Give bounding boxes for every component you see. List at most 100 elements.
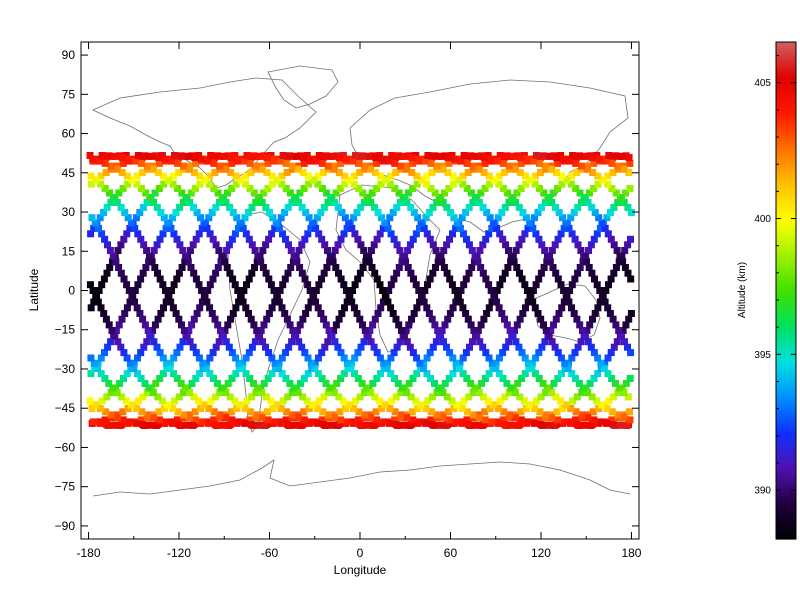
track-point xyxy=(368,264,376,271)
track-point xyxy=(369,321,377,329)
colorbar-band xyxy=(776,271,796,275)
track-point xyxy=(326,384,334,392)
track-point xyxy=(478,422,486,429)
track-point xyxy=(575,379,583,387)
track-point xyxy=(258,165,265,173)
track-point xyxy=(359,189,367,197)
track-point xyxy=(133,172,141,180)
track-point xyxy=(162,418,170,426)
track-point xyxy=(547,389,555,396)
track-point xyxy=(282,185,290,192)
track-point xyxy=(388,397,396,405)
track-point xyxy=(468,247,476,254)
colorbar-band xyxy=(776,394,796,397)
track-point xyxy=(554,349,562,357)
colorbar-band xyxy=(776,166,796,169)
track-point xyxy=(486,405,494,412)
track-point xyxy=(327,194,335,202)
track-point xyxy=(304,172,312,180)
track-point xyxy=(94,298,102,306)
coastline-greenland xyxy=(267,65,339,109)
colorbar-band xyxy=(776,478,796,482)
track-point xyxy=(106,247,114,254)
track-point xyxy=(449,172,457,180)
track-point xyxy=(124,405,132,412)
track-point xyxy=(532,354,540,362)
track-point xyxy=(180,162,187,170)
track-point xyxy=(268,230,276,238)
track-point xyxy=(568,281,576,289)
track-point xyxy=(277,214,285,222)
track-point xyxy=(379,298,387,306)
track-point xyxy=(265,275,273,283)
track-point xyxy=(270,155,278,163)
colorbar-band xyxy=(776,73,796,76)
track-point xyxy=(264,159,272,167)
colorbar-band xyxy=(776,62,796,66)
track-point xyxy=(595,405,603,412)
track-point xyxy=(187,264,195,271)
track-point xyxy=(156,349,164,357)
track-point xyxy=(335,393,343,401)
track-point xyxy=(464,315,472,323)
track-point xyxy=(303,397,311,405)
track-point xyxy=(440,264,448,271)
track-point xyxy=(371,315,379,323)
track-point xyxy=(338,310,346,317)
track-point xyxy=(354,235,362,243)
track-point xyxy=(298,269,306,277)
colorbar-band xyxy=(776,286,796,290)
track-point xyxy=(459,354,467,362)
track-point xyxy=(309,292,317,300)
track-point xyxy=(431,379,438,387)
track-point xyxy=(314,304,322,312)
track-point xyxy=(227,408,235,416)
colorbar-band xyxy=(776,124,796,128)
track-point xyxy=(299,154,307,162)
colorbar-band xyxy=(776,244,796,248)
track-point xyxy=(124,214,132,222)
track-point xyxy=(250,321,258,329)
track-point xyxy=(568,304,575,312)
track-point xyxy=(177,152,185,160)
track-point xyxy=(435,384,443,392)
track-point xyxy=(462,349,470,357)
track-point xyxy=(563,176,571,184)
track-point xyxy=(596,224,604,232)
track-point xyxy=(266,209,273,216)
colorbar-band xyxy=(776,213,796,217)
track-point xyxy=(420,298,428,306)
track-point xyxy=(534,310,542,317)
track-point xyxy=(120,349,128,357)
track-point xyxy=(590,159,598,167)
track-point xyxy=(107,389,115,396)
track-point xyxy=(571,275,579,283)
track-point xyxy=(504,189,512,197)
track-point xyxy=(164,292,172,300)
track-point xyxy=(103,269,111,277)
track-point xyxy=(258,199,266,206)
colorbar-band xyxy=(776,305,796,308)
colorbar-band xyxy=(776,514,796,517)
colorbar-band xyxy=(776,180,796,184)
track-point xyxy=(323,189,331,197)
track-point xyxy=(431,152,439,160)
track-point xyxy=(590,416,598,424)
track-point xyxy=(322,379,330,387)
track-point xyxy=(89,287,97,294)
colorbar-band xyxy=(776,44,796,47)
track-point xyxy=(271,298,279,306)
track-point xyxy=(96,405,104,412)
track-point xyxy=(98,281,106,289)
track-point xyxy=(488,224,496,232)
track-point xyxy=(589,315,596,323)
track-point xyxy=(480,315,488,323)
track-point xyxy=(98,230,106,238)
track-point xyxy=(109,421,117,429)
track-point xyxy=(386,180,394,188)
track-point xyxy=(511,414,519,422)
track-point xyxy=(548,247,556,254)
track-point xyxy=(417,219,425,227)
track-point xyxy=(341,214,349,222)
track-point xyxy=(608,416,616,424)
